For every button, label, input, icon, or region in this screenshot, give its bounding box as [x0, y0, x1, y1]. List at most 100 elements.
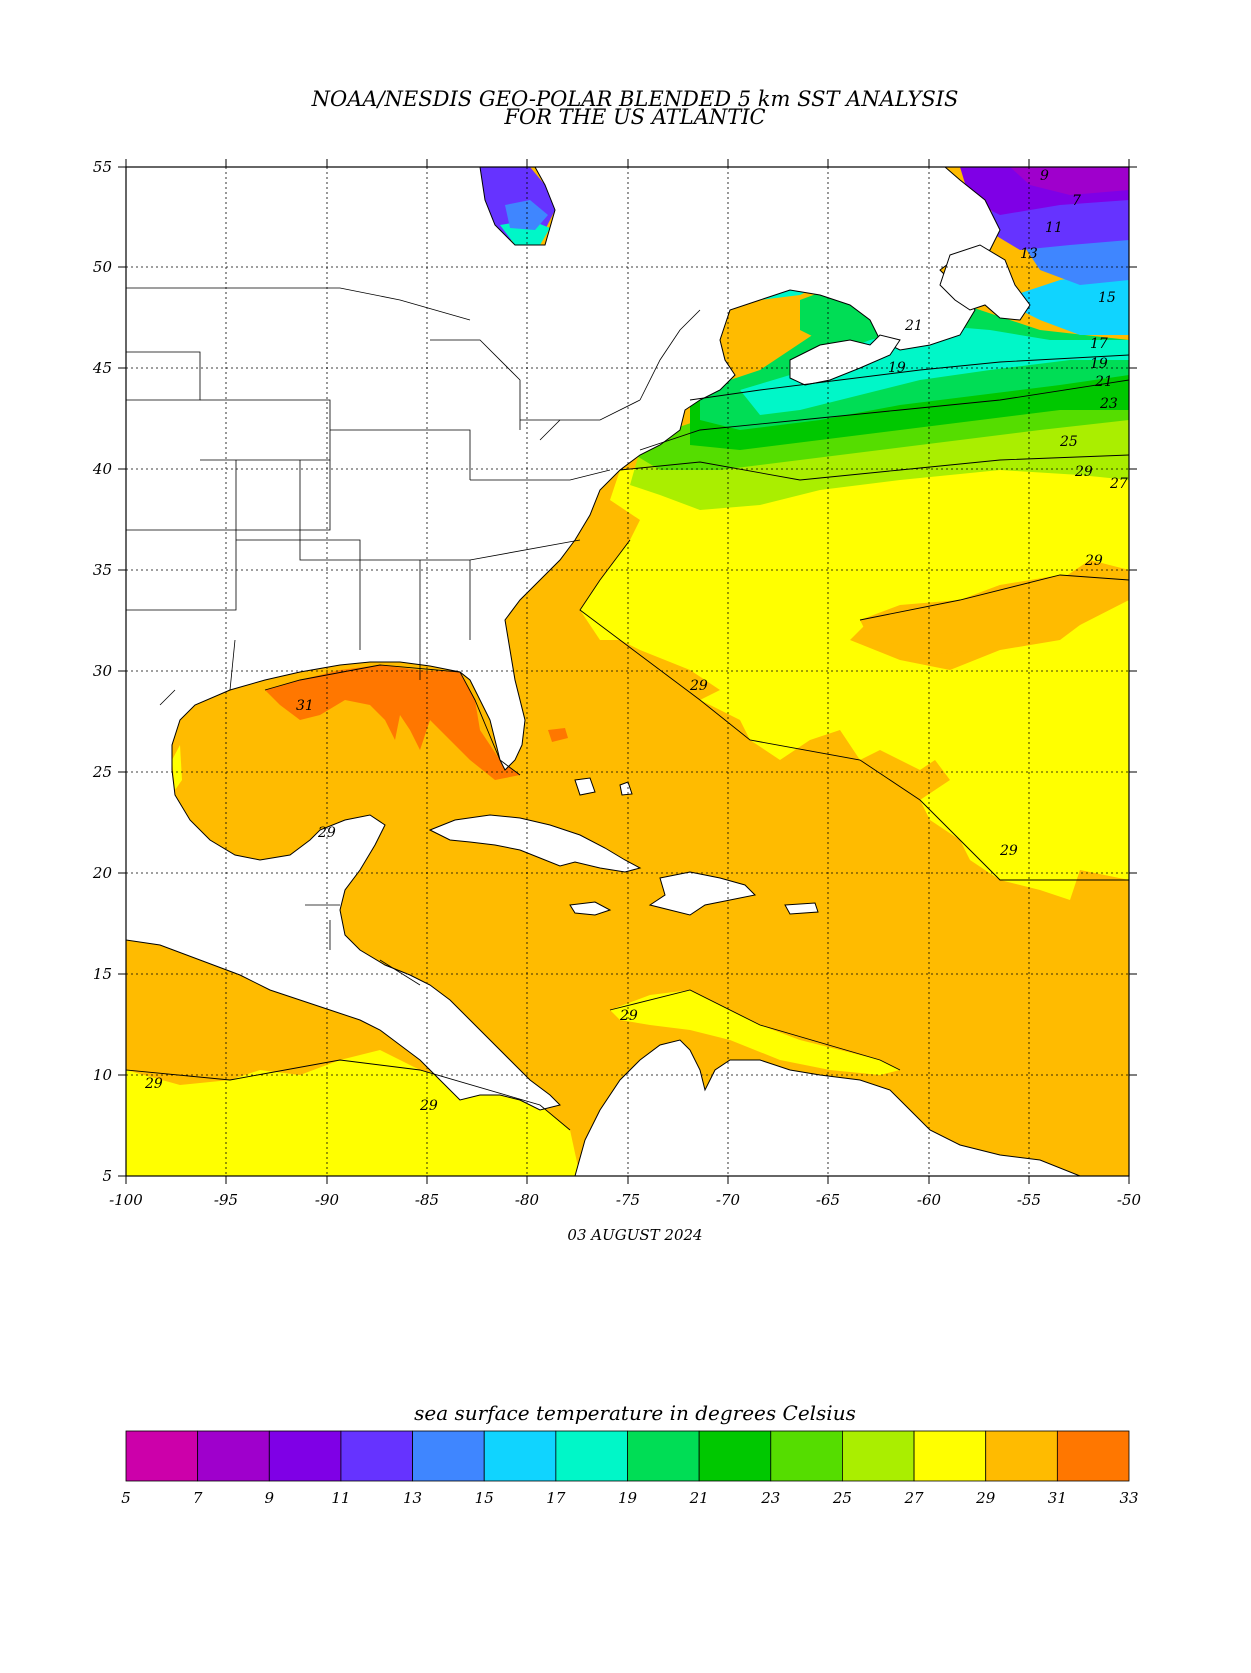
x-tick-label: -65 — [816, 1191, 840, 1209]
lat-lon-grid — [126, 167, 1129, 1176]
colorbar-swatch — [913, 1430, 987, 1482]
y-tick-label: 30 — [93, 662, 113, 680]
contour-label-19: 19 — [1090, 356, 1108, 372]
colorbar-label: 33 — [1119, 1489, 1138, 1507]
sst-zone-27-29-caribbean — [610, 990, 900, 1075]
sst-zone-29-31-sargasso — [860, 575, 1129, 655]
colorbar-label: 11 — [331, 1489, 350, 1507]
contour-label-29-d: 29 — [999, 843, 1018, 859]
map-title-line1: NOAA/NESDIS GEO-POLAR BLENDED 5 km SST A… — [311, 87, 959, 111]
colorbar-label: 15 — [475, 1489, 494, 1507]
sst-zone-15-17 — [1000, 270, 1129, 335]
y-tick-label: 45 — [92, 359, 112, 377]
map-title-line2: FOR THE US ATLANTIC — [503, 105, 765, 129]
land-newfoundland — [939, 244, 1031, 321]
colorbar-label: 25 — [832, 1489, 852, 1507]
land-hispaniola — [648, 871, 757, 916]
analysis-date: 03 AUGUST 2024 — [567, 1226, 702, 1244]
contour-label-31: 31 — [296, 698, 314, 714]
colorbar-label: 29 — [975, 1489, 996, 1507]
colorbar-label: 19 — [618, 1489, 638, 1507]
contour-label-23: 23 — [1099, 396, 1118, 412]
contour-label-11: 11 — [1045, 220, 1063, 236]
sst-zone-7-9 — [1010, 167, 1129, 195]
contour-label-29-c: 29 — [317, 825, 336, 841]
contour-label-29-f: 29 — [144, 1076, 163, 1092]
x-tick-label: -100 — [109, 1191, 143, 1209]
sst-zone-31-33-bahamas — [548, 728, 568, 742]
colorbar-label: 31 — [1048, 1489, 1067, 1507]
x-tick-label: -75 — [616, 1191, 640, 1209]
x-tick-label: -80 — [515, 1191, 540, 1209]
colorbar-swatch — [412, 1430, 485, 1482]
contour-label-29-a: 29 — [1084, 553, 1103, 569]
x-tick-label: -70 — [716, 1191, 741, 1209]
colorbar-label: 21 — [689, 1489, 709, 1507]
colorbar-swatch — [483, 1430, 557, 1482]
land-nova-scotia — [789, 334, 901, 386]
colorbar-swatch — [555, 1430, 628, 1482]
x-tick-label: -55 — [1017, 1191, 1041, 1209]
x-tick-label: -85 — [415, 1191, 439, 1209]
contour-label-15: 15 — [1098, 290, 1116, 306]
colorbar-swatch — [340, 1430, 413, 1482]
colorbar-title: sea surface temperature in degrees Celsi… — [414, 1401, 856, 1425]
land-puerto-rico — [784, 902, 819, 915]
colorbar-swatch — [197, 1430, 270, 1482]
contour-label-27: 27 — [1109, 476, 1128, 492]
y-tick-label: 20 — [92, 864, 113, 882]
colorbar-label: 9 — [265, 1489, 275, 1507]
colorbar-swatch — [770, 1430, 843, 1482]
colorbar-swatch — [698, 1430, 772, 1482]
colorbar-swatch — [268, 1430, 342, 1482]
colorbar-label: 13 — [403, 1489, 422, 1507]
map-area: 9 7 11 13 15 17 19 21 23 25 27 29 29 29 … — [126, 167, 1129, 1176]
y-tick-labels: 55 50 45 40 35 30 25 20 15 10 5 — [92, 158, 113, 1185]
colorbar-label: 5 — [121, 1489, 131, 1507]
sst-zone-31-33-gulf — [265, 665, 520, 780]
land-south-america — [574, 1039, 1081, 1176]
colorbar-swatch — [842, 1430, 915, 1482]
y-tick-label: 5 — [102, 1167, 112, 1185]
y-tick-label: 10 — [93, 1066, 113, 1084]
sst-contours — [126, 354, 1129, 1131]
x-tick-label: -95 — [214, 1191, 238, 1209]
land-north-america — [126, 167, 1001, 1111]
colorbar-labels: 5 7 9 11 13 15 17 19 21 23 25 27 29 31 33 — [121, 1489, 1138, 1507]
land-cuba — [428, 814, 642, 873]
x-tick-label: -50 — [1117, 1191, 1142, 1209]
land-bahamas — [574, 777, 633, 796]
y-tick-label: 35 — [93, 561, 112, 579]
contour-label-29-b: 29 — [689, 678, 708, 694]
sst-zone-james-bay-mid — [505, 200, 548, 230]
contour-label-7: 7 — [1072, 193, 1081, 209]
x-tick-label: -60 — [917, 1191, 942, 1209]
y-tick-label: 40 — [92, 460, 113, 478]
x-tick-labels: -100 -95 -90 -85 -80 -75 -70 -65 -60 -55… — [109, 1191, 1141, 1209]
colorbar-swatch — [985, 1430, 1058, 1482]
colorbar-label: 23 — [760, 1489, 780, 1507]
colorbar-swatch — [125, 1430, 199, 1482]
contour-label-21: 21 — [1094, 374, 1113, 390]
colorbar-label: 7 — [193, 1489, 203, 1507]
contour-label-29-e: 29 — [619, 1008, 638, 1024]
colorbar — [125, 1430, 1130, 1482]
land-jamaica — [569, 901, 612, 916]
contour-label-29-g: 29 — [419, 1098, 438, 1114]
contour-labels: 9 7 11 13 15 17 19 21 23 25 27 29 29 29 … — [144, 168, 1128, 1114]
y-tick-label: 15 — [93, 965, 112, 983]
contour-label-17: 17 — [1090, 336, 1108, 352]
contour-label-9: 9 — [1040, 168, 1049, 184]
colorbar-swatch — [1056, 1430, 1130, 1482]
colorbar-label: 17 — [546, 1489, 566, 1507]
x-tick-label: -90 — [315, 1191, 340, 1209]
colorbar-swatch — [627, 1430, 700, 1482]
sst-zone-27-29-atlantic — [580, 455, 1129, 900]
contour-label-25: 25 — [1059, 434, 1078, 450]
contour-label-21-b: 21 — [904, 318, 923, 334]
y-tick-label: 55 — [93, 158, 112, 176]
colorbar-label: 27 — [904, 1489, 925, 1507]
y-tick-label: 25 — [92, 763, 112, 781]
sst-zone-17-19 — [740, 325, 1129, 415]
